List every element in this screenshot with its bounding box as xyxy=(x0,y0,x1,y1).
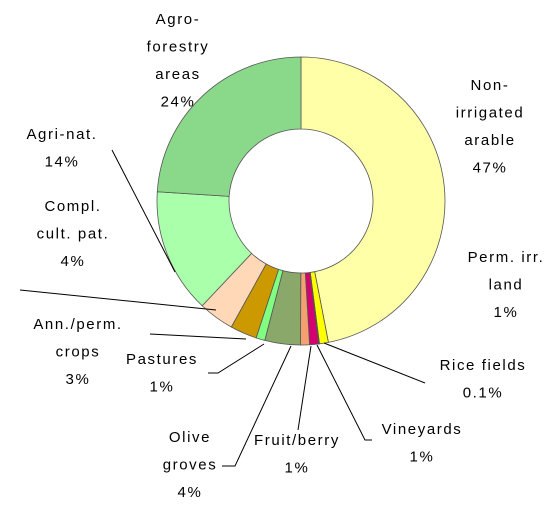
slice-label: irrigated xyxy=(456,104,525,121)
leader-line xyxy=(208,343,265,374)
leader-line xyxy=(111,149,176,273)
slice-label: Agro- xyxy=(156,11,201,28)
slice-label: forestry xyxy=(147,38,210,55)
value-label: 1% xyxy=(285,459,310,476)
slice-label: groves xyxy=(163,456,218,473)
value-label: 0.1% xyxy=(463,384,504,401)
value-label: 14% xyxy=(45,153,80,170)
slice-label: Ann./perm. xyxy=(33,316,122,333)
slice-label: Perm. irr. xyxy=(468,249,545,266)
slice-label: arable xyxy=(464,132,515,149)
value-label: 1% xyxy=(494,304,519,321)
value-label: 24% xyxy=(161,93,196,110)
slice-label: Olive xyxy=(169,429,211,446)
leader-line xyxy=(149,333,247,340)
slice-label: Vineyards xyxy=(382,421,463,438)
slice-label: Pastures xyxy=(126,351,198,368)
slice-label: Compl. xyxy=(44,198,101,215)
value-label: 47% xyxy=(473,159,508,176)
value-label: 1% xyxy=(150,378,175,395)
value-label: 3% xyxy=(66,371,91,388)
leader-line xyxy=(323,342,426,384)
value-label: 1% xyxy=(410,448,435,465)
value-label: 4% xyxy=(178,484,203,501)
donut-slice xyxy=(156,56,302,197)
leader-line xyxy=(19,289,217,311)
slice-label: Fruit/berry xyxy=(254,432,340,449)
value-label: 4% xyxy=(61,253,86,270)
slice-label: areas xyxy=(155,66,201,83)
slice-label: Agri-nat. xyxy=(26,126,97,143)
donut-slice xyxy=(300,56,446,343)
leader-line xyxy=(297,345,312,431)
slice-label: land xyxy=(489,276,524,293)
slice-label: crops xyxy=(56,343,101,360)
leader-line xyxy=(316,344,372,441)
slice-label: Rice fields xyxy=(440,357,527,374)
slice-label: cult. pat. xyxy=(37,225,110,242)
leader-line xyxy=(222,345,292,467)
slice-label: Non- xyxy=(471,77,510,94)
